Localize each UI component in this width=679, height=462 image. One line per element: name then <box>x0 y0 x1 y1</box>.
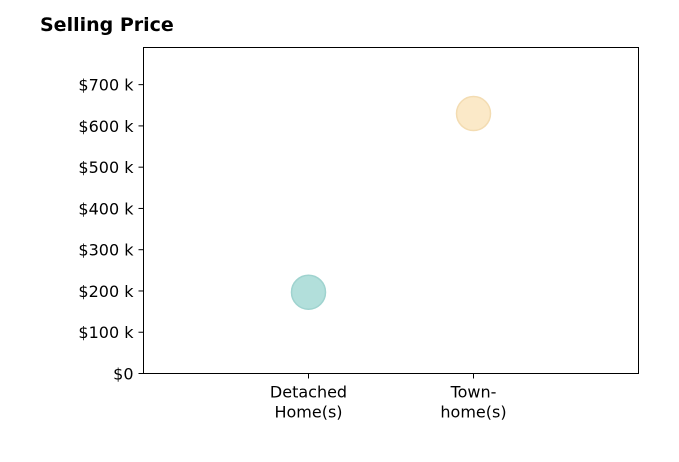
y-tick-label: $0 <box>113 365 133 384</box>
chart-title: Selling Price <box>40 14 174 36</box>
y-tick-label: $700 k <box>78 76 134 95</box>
y-axis: $0 $100 k $200 k $300 k $400 k $500 k $600 k $7… <box>78 76 144 384</box>
y-tick-label: $200 k <box>78 282 134 301</box>
y-tick-label: $300 k <box>78 241 134 260</box>
y-tick-label: $400 k <box>78 199 134 218</box>
plot-area-frame <box>143 47 639 374</box>
y-tick-label: $100 k <box>78 323 134 342</box>
x-tick-label: Home(s) <box>274 403 342 422</box>
x-tick-label: home(s) <box>440 403 506 422</box>
data-point <box>290 274 327 310</box>
x-tick-label: Town- <box>450 383 497 402</box>
data-point <box>455 95 492 132</box>
y-tick-label: $500 k <box>78 158 134 177</box>
x-tick-label: Detached <box>270 383 347 402</box>
y-tick-label: $600 k <box>78 117 134 136</box>
data-points <box>290 95 492 310</box>
